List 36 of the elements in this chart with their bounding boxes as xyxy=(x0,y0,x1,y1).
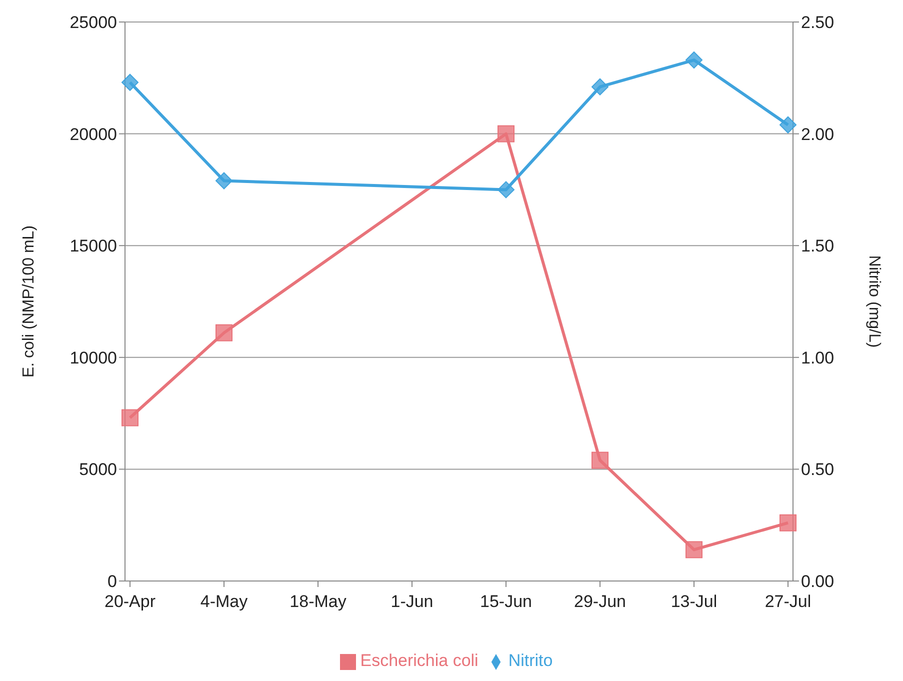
y2-axis-title: Nitrito (mg/L) xyxy=(865,255,882,348)
y2-tick-label: 1.50 xyxy=(801,236,834,256)
y-tick-label: 0 xyxy=(108,572,117,591)
y-tick-label: 15000 xyxy=(70,236,117,256)
y2-tick-label: 2.00 xyxy=(801,124,834,144)
point xyxy=(592,78,608,96)
point xyxy=(122,74,138,91)
y-tick-label: 20000 xyxy=(70,124,117,144)
point xyxy=(686,52,702,69)
y2-tick-label: 0.50 xyxy=(801,460,834,480)
point xyxy=(216,172,232,190)
point xyxy=(498,181,514,198)
legend-label: Escherichia coli xyxy=(360,651,478,670)
point xyxy=(780,116,796,134)
point xyxy=(780,514,796,532)
y2-tick-label: 2.50 xyxy=(801,13,834,32)
x-tick-label: 27-Jul xyxy=(764,592,812,612)
point xyxy=(686,541,702,558)
y-axis-title: E. coli (NMP/100 mL) xyxy=(20,225,38,378)
point xyxy=(216,324,232,342)
x-tick-label: 1-Jun xyxy=(390,592,434,612)
x-tick-label: 18-May xyxy=(290,592,347,612)
point xyxy=(498,125,514,142)
y-tick-label: 25000 xyxy=(70,13,117,32)
point xyxy=(122,409,138,426)
x-tick-label: 4-May xyxy=(200,592,248,612)
x-tick-label: 15-Jun xyxy=(480,592,532,612)
y-tick-label: 5000 xyxy=(79,460,117,480)
x-tick-label: 29-Jun xyxy=(574,592,626,612)
point xyxy=(592,452,608,469)
legend-label: Nitrito xyxy=(508,651,553,670)
x-tick-label: 20-Apr xyxy=(104,592,156,612)
y2-tick-label: 1.00 xyxy=(801,348,834,368)
x-tick-label: 13-Jul xyxy=(670,592,718,612)
y2-tick-label: 0.00 xyxy=(801,572,834,591)
y-tick-label: 10000 xyxy=(70,348,117,368)
